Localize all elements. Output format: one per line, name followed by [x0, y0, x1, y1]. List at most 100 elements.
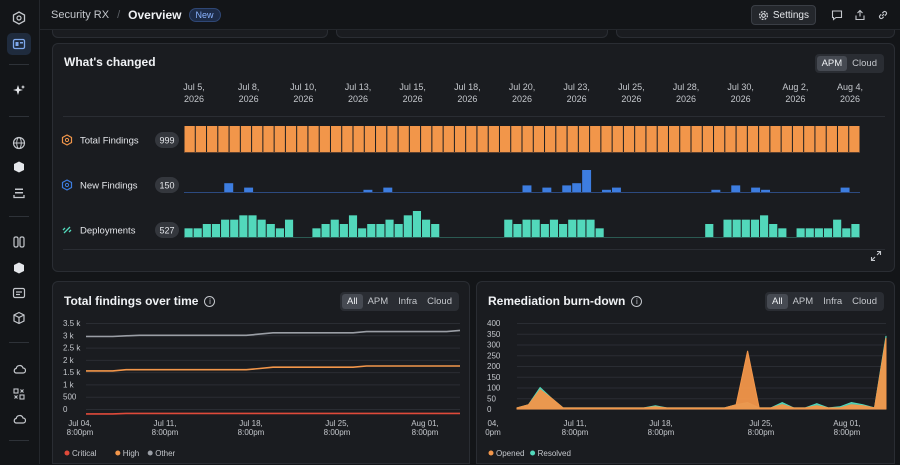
- timeline-bar[interactable]: [792, 126, 804, 152]
- timeline-bar[interactable]: [454, 126, 466, 152]
- timeline-bar[interactable]: [432, 126, 443, 152]
- timeline-bar[interactable]: [266, 224, 275, 237]
- toggle-infra[interactable]: Infra: [398, 296, 418, 307]
- timeline-bar[interactable]: [358, 228, 367, 237]
- info-icon[interactable]: i: [631, 295, 643, 307]
- stack-icon[interactable]: [7, 182, 31, 204]
- columns-icon[interactable]: [7, 231, 31, 253]
- timeline-bar[interactable]: [342, 126, 353, 152]
- timeline-bar[interactable]: [781, 126, 792, 152]
- timeline-bar[interactable]: [466, 126, 477, 152]
- timeline-bar[interactable]: [602, 189, 611, 192]
- timeline-bar[interactable]: [412, 211, 422, 237]
- timeline-bar[interactable]: [833, 219, 842, 237]
- timeline-bar[interactable]: [330, 219, 339, 237]
- timeline-bar[interactable]: [760, 215, 769, 237]
- timeline-bar[interactable]: [747, 126, 759, 152]
- timeline-bar[interactable]: [443, 126, 454, 152]
- timeline-bar[interactable]: [367, 224, 376, 237]
- legend-label[interactable]: Other: [155, 449, 175, 458]
- timeline-bar[interactable]: [499, 126, 511, 152]
- timeline-bar[interactable]: [778, 228, 787, 237]
- timeline-bar[interactable]: [837, 126, 849, 152]
- toggle-cloud[interactable]: Cloud: [427, 296, 452, 307]
- timeline-bar[interactable]: [297, 126, 308, 152]
- timeline-bar[interactable]: [184, 228, 193, 237]
- timeline-bar[interactable]: [376, 224, 385, 237]
- cloud-icon[interactable]: [7, 358, 31, 380]
- timeline-bar[interactable]: [504, 219, 513, 237]
- timeline-bar[interactable]: [363, 189, 373, 192]
- timeline-bar[interactable]: [513, 224, 522, 237]
- legend-label[interactable]: Critical: [72, 449, 97, 458]
- timeline-bar[interactable]: [750, 219, 760, 237]
- timeline-bar[interactable]: [840, 187, 850, 192]
- timeline-bar[interactable]: [623, 126, 635, 152]
- timeline-bar[interactable]: [321, 224, 330, 237]
- settings-button[interactable]: Settings: [750, 5, 816, 25]
- timeline-bar[interactable]: [230, 219, 239, 237]
- timeline-bar[interactable]: [815, 126, 826, 152]
- toggle-infra[interactable]: Infra: [823, 296, 843, 307]
- timeline-bar[interactable]: [477, 126, 488, 152]
- timeline-bar[interactable]: [731, 185, 741, 192]
- toggle-apm[interactable]: APM: [792, 296, 814, 307]
- timeline-bar[interactable]: [522, 219, 531, 237]
- timeline-bar[interactable]: [252, 126, 263, 152]
- timeline-bar[interactable]: [193, 228, 202, 237]
- timeline-bar[interactable]: [751, 187, 761, 192]
- timeline-bar[interactable]: [387, 126, 398, 152]
- timeline-bar[interactable]: [511, 126, 522, 152]
- timeline-bar[interactable]: [723, 219, 732, 237]
- timeline-bar[interactable]: [202, 224, 211, 237]
- timeline-bar[interactable]: [814, 228, 823, 237]
- series-line-critical[interactable]: [86, 412, 460, 415]
- timeline-bar[interactable]: [796, 228, 805, 237]
- timeline-bar[interactable]: [218, 126, 229, 152]
- timeline-bar[interactable]: [711, 189, 721, 192]
- timeline-bar[interactable]: [582, 170, 592, 192]
- card-icon[interactable]: [7, 282, 31, 304]
- share-icon[interactable]: [850, 5, 870, 25]
- timeline-bar[interactable]: [545, 126, 556, 152]
- timeline-bar[interactable]: [229, 126, 240, 152]
- timeline-bar[interactable]: [559, 224, 568, 237]
- timeline-bar[interactable]: [195, 126, 207, 152]
- timeline-bar[interactable]: [540, 224, 549, 237]
- timeline-bar[interactable]: [221, 219, 230, 237]
- timeline-bar[interactable]: [705, 224, 714, 237]
- timeline-bar[interactable]: [567, 126, 578, 152]
- timeline-bar[interactable]: [680, 126, 691, 152]
- timeline-bar[interactable]: [668, 126, 680, 152]
- timeline-bar[interactable]: [207, 126, 218, 152]
- timeline-bar[interactable]: [263, 126, 274, 152]
- grid-icon[interactable]: [7, 383, 31, 405]
- timeline-bar[interactable]: [385, 219, 394, 237]
- timeline-bar[interactable]: [851, 224, 860, 237]
- toggle-cloud[interactable]: Cloud: [852, 58, 877, 69]
- timeline-bar[interactable]: [409, 126, 421, 152]
- timeline-bar[interactable]: [590, 126, 601, 152]
- timeline-bar[interactable]: [348, 215, 358, 237]
- timeline-bar[interactable]: [842, 228, 851, 237]
- timeline-bar[interactable]: [353, 126, 364, 152]
- timeline-bar[interactable]: [312, 228, 321, 237]
- timeline-bar[interactable]: [257, 219, 266, 237]
- timeline-bar[interactable]: [823, 228, 833, 237]
- timeline-bar[interactable]: [533, 126, 545, 152]
- timeline-bar[interactable]: [275, 228, 284, 237]
- timeline-bar[interactable]: [330, 126, 342, 152]
- timeline-bar[interactable]: [549, 219, 559, 237]
- series-area-opened[interactable]: [516, 337, 887, 410]
- timeline-bar[interactable]: [568, 219, 577, 237]
- timeline-bar[interactable]: [691, 126, 702, 152]
- timeline-bar[interactable]: [732, 219, 741, 237]
- timeline-bar[interactable]: [421, 126, 432, 152]
- timeline-bar[interactable]: [248, 215, 257, 237]
- series-line-high[interactable]: [86, 365, 460, 372]
- globe-icon[interactable]: [7, 132, 31, 154]
- timeline-bar[interactable]: [586, 219, 595, 237]
- timeline-bar[interactable]: [394, 224, 403, 237]
- timeline-bar[interactable]: [646, 126, 657, 152]
- legend-label[interactable]: Resolved: [538, 449, 571, 458]
